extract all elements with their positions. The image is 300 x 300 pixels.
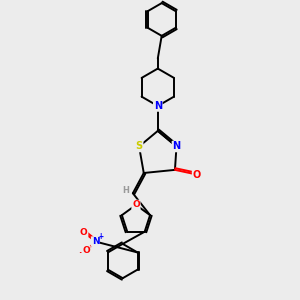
Text: +: +: [97, 232, 103, 241]
Text: N: N: [154, 101, 162, 111]
Text: O: O: [80, 228, 88, 237]
Text: O: O: [82, 246, 90, 255]
Text: O: O: [132, 200, 140, 209]
Text: −: −: [78, 248, 85, 257]
Text: H: H: [122, 186, 129, 195]
Text: S: S: [136, 142, 143, 152]
Text: O: O: [193, 169, 201, 179]
Text: N: N: [92, 237, 99, 246]
Text: N: N: [172, 142, 181, 152]
